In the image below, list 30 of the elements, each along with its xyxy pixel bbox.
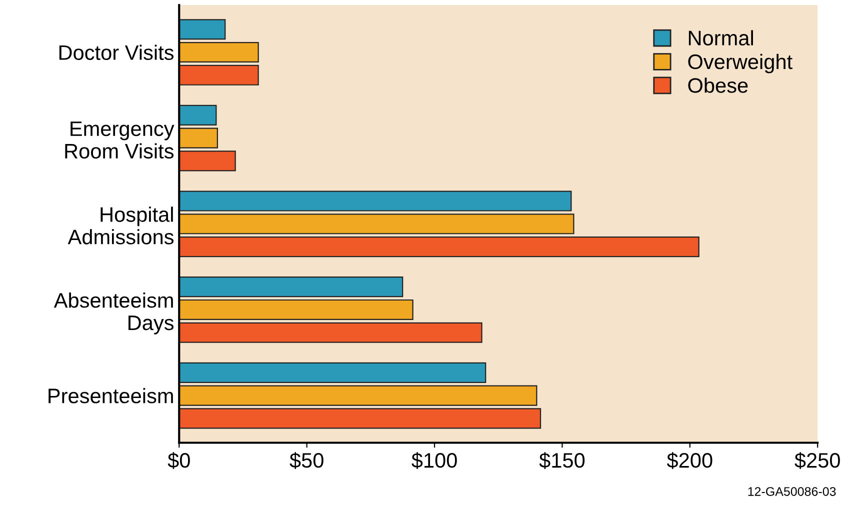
x-tick-label: $0 xyxy=(168,452,190,470)
bar xyxy=(179,408,542,429)
y-tick-label: Absenteeism Days xyxy=(54,292,174,334)
bar xyxy=(179,214,574,234)
bar xyxy=(179,322,482,343)
bar xyxy=(179,128,218,148)
y-tick-label: Doctor Visits xyxy=(59,44,174,60)
bar xyxy=(179,19,226,40)
legend-label: Obese xyxy=(688,78,748,93)
y-tick-label: Hospital Admissions xyxy=(68,206,174,244)
x-tick-label: $200 xyxy=(666,452,712,470)
text: 12-GA50086-03 xyxy=(748,487,836,496)
legend-label: Overweight xyxy=(688,54,792,74)
bar xyxy=(179,299,414,320)
bar xyxy=(179,42,259,63)
bar xyxy=(179,276,404,298)
y-tick-label: Presenteeism xyxy=(48,388,173,404)
bar xyxy=(179,150,236,172)
bar xyxy=(179,104,217,126)
x-tick-label: $250 xyxy=(794,452,840,470)
bar xyxy=(179,236,700,258)
x-tick-label: $100 xyxy=(412,452,457,470)
bar xyxy=(179,362,486,383)
x-tick-label: $50 xyxy=(290,452,324,470)
bar xyxy=(179,190,572,212)
bar xyxy=(179,64,259,86)
x-tick-label: $150 xyxy=(539,452,585,470)
y-tick-label: Emergency Room Visits xyxy=(65,122,174,159)
legend-label: Normal xyxy=(688,30,753,46)
bar xyxy=(179,385,538,406)
